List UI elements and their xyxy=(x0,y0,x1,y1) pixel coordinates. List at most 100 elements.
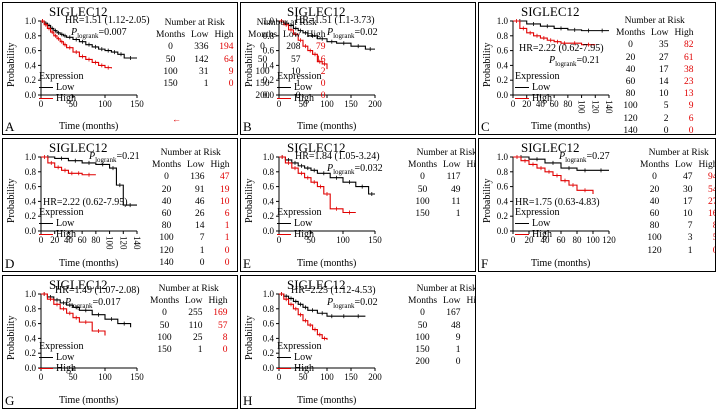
risk-header-row: Months Low High xyxy=(405,295,475,307)
km-panel-f: 0.0 0.2 0.4 0.6 0.8 1.0 0 20 40 60 80 100 120 SIGLEC1… xyxy=(478,138,716,272)
risk-month: 140 xyxy=(623,125,638,135)
risk-high: 1 xyxy=(224,221,230,232)
p-subscript: logrank xyxy=(77,32,99,40)
risk-row: 80 14 1 xyxy=(149,220,232,232)
x-tick-label: 60 xyxy=(557,235,567,245)
legend-swatch xyxy=(277,98,291,99)
x-tick-label: 150 xyxy=(130,99,144,109)
risk-high: 51 xyxy=(463,171,475,183)
legend-item-low: Low xyxy=(277,82,321,93)
legend-item-low: Low xyxy=(515,82,559,93)
x-tick-label: 80 xyxy=(563,99,573,109)
x-tick-label: 100 xyxy=(586,235,600,245)
number-at-risk-table: Number at Risk Months Low High 0 255 169 50 110 5… xyxy=(147,283,230,356)
p-logrank: Plogrank=0.21 xyxy=(89,151,140,164)
risk-col-header: Months xyxy=(408,160,438,171)
risk-low: 1 xyxy=(455,345,461,356)
y-tick-label: 0.8 xyxy=(25,167,37,177)
risk-high: 0 xyxy=(688,125,694,135)
y-axis-label: Probability xyxy=(244,178,255,223)
panel-letter: B xyxy=(243,119,252,134)
risk-high: 54 xyxy=(707,184,715,195)
km-plot-g: 0.0 0.2 0.4 0.6 0.8 1.0 0 50 100 150 xyxy=(25,289,145,382)
number-at-risk-table: Number at RiskMonthsLowHigh0167705048151… xyxy=(405,283,475,368)
x-tick-label: 150 xyxy=(344,99,358,109)
risk-row: 120 2 6 xyxy=(613,113,696,125)
risk-high: 16 xyxy=(707,209,715,220)
p-symbol: P xyxy=(65,297,72,308)
risk-low: 1 xyxy=(199,245,205,256)
legend-label: Low xyxy=(56,82,75,93)
y-tick-label: 1.0 xyxy=(263,152,275,162)
legend-item-low: Low xyxy=(39,352,83,363)
hazard-ratio: HR=1.49 (1.07-2.08) xyxy=(55,285,140,296)
stray-arrow-mark: ← xyxy=(172,114,181,124)
risk-month: 100 xyxy=(623,101,638,112)
risk-title-row: Number at Risk xyxy=(637,147,715,159)
risk-low: 1 xyxy=(197,345,203,356)
km-curve-high xyxy=(41,20,112,69)
risk-low: 10 xyxy=(658,89,669,100)
risk-month: 50 xyxy=(159,320,170,331)
x-tick-label: 150 xyxy=(344,372,358,382)
risk-month: 120 xyxy=(647,245,662,256)
x-tick-label: 40 xyxy=(541,235,551,245)
number-at-risk-table: Number at RiskMonthsLowHigh0117515049161… xyxy=(405,147,475,220)
risk-col-header: Low xyxy=(191,30,209,41)
risk-row: 50 110 57 xyxy=(147,320,230,332)
risk-low: 26 xyxy=(194,209,205,220)
y-axis-label: Probability xyxy=(482,178,493,223)
risk-low: 47 xyxy=(682,172,693,183)
km-curve-high xyxy=(279,20,328,70)
x-axis-label: Time (months) xyxy=(297,121,357,132)
risk-low: 142 xyxy=(194,54,209,65)
hazard-ratio: HR=2.22 (0.62-7.95) xyxy=(519,43,604,54)
x-axis-label: Time (months) xyxy=(297,395,357,406)
risk-low: 11 xyxy=(451,196,461,207)
y-axis-label: Probability xyxy=(6,315,17,360)
y-tick-label: 0.6 xyxy=(497,46,509,56)
risk-low: 17 xyxy=(658,64,669,75)
y-tick-label: 0.2 xyxy=(497,75,508,85)
p-subscript: logrank xyxy=(333,168,355,176)
risk-month: 120 xyxy=(159,245,174,256)
legend-swatch xyxy=(39,87,53,88)
risk-high: 169 xyxy=(213,308,228,319)
risk-high: 70 xyxy=(463,307,475,319)
km-plot-c: 0.0 0.2 0.4 0.6 0.8 1.0 0 20 40 60 80 100 120 140 xyxy=(497,16,614,114)
risk-month: 40 xyxy=(625,64,636,75)
risk-row: 60 26 6 xyxy=(149,208,232,220)
x-tick-label: 120 xyxy=(118,236,128,250)
panel-title: SIGLEC12 xyxy=(521,4,580,19)
p-subscript: logrank xyxy=(71,302,93,310)
legend-title: Expression xyxy=(39,207,84,218)
risk-row: 120 10 xyxy=(637,245,715,257)
risk-col-header: Months xyxy=(640,160,670,171)
legend-item-low: Low xyxy=(39,82,83,93)
risk-col-header: High xyxy=(210,160,230,171)
x-tick-label: 120 xyxy=(590,100,600,114)
risk-row: 140 0 0 xyxy=(149,257,232,269)
x-tick-label: 120 xyxy=(602,235,616,245)
risk-month: 150 xyxy=(415,209,430,220)
risk-col-header: Low xyxy=(185,296,203,307)
x-tick-label: 100 xyxy=(320,99,334,109)
risk-row: 40 46 10 xyxy=(149,196,232,208)
p-subscript: logrank xyxy=(95,156,117,164)
hazard-ratio: HR=2.22 (0.62-7.95) xyxy=(43,197,128,208)
risk-low: 1 xyxy=(203,79,209,90)
hazard-ratio: HR=1.51 (1.1-3.73) xyxy=(295,15,375,26)
legend-item-high: High xyxy=(39,93,83,104)
km-panel-g: 0.0 0.2 0.4 0.6 0.8 1.0 0 50 100 150 SIGLEC12 HR=1.… xyxy=(2,275,238,409)
legend-label: Low xyxy=(532,82,551,93)
risk-row: 0 35 82 xyxy=(613,39,696,51)
km-curve-high xyxy=(279,156,356,214)
legend-title: Expression xyxy=(515,207,560,218)
risk-col-header: Months xyxy=(152,160,182,171)
risk-col-header: Low xyxy=(283,30,301,41)
x-axis-label: Time (months) xyxy=(59,121,119,132)
risk-month: 0 xyxy=(168,42,173,53)
risk-col-header: High xyxy=(698,160,716,171)
